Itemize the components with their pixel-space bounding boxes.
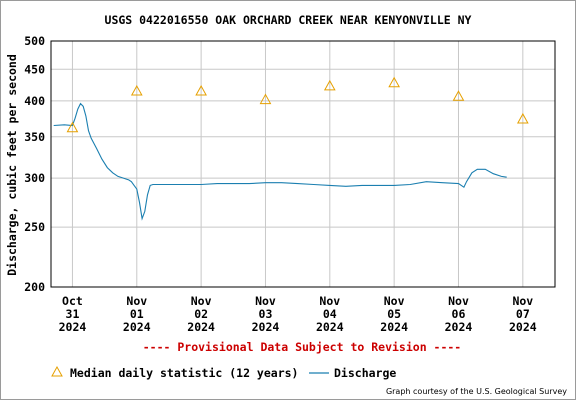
legend-median-triangle-icon [51,365,63,377]
median-point-marker [259,93,272,105]
legend: Median daily statistic (12 years) Discha… [51,365,396,380]
x-tick-label: Oct 31 2024 [59,294,87,334]
x-tick-labels: Oct 31 2024 Nov 01 2024 Nov 02 2024 Nov 03 2024 Nov 0… [59,294,537,334]
median-point-marker [452,90,465,101]
provisional-notice: ---- Provisional Data Subject to Revisio… [143,340,462,354]
discharge-series [53,102,507,221]
median-point-marker [516,112,529,124]
y-tick-label: 350 [24,130,45,144]
x-tick-label: Nov 01 2024 [123,294,151,334]
median-point-marker [66,121,79,133]
median-point-marker [195,84,207,96]
y-tick-labels: 200 250 300 350 400 450 500 [24,34,45,294]
x-tick-label: Nov 03 2024 [252,294,280,334]
y-tick-label: 500 [24,34,45,48]
median-series [66,76,529,133]
plot-border [50,40,556,288]
y-tick-label: 300 [24,171,45,185]
x-tick-label: Nov 06 2024 [445,294,473,334]
x-tick-label: Nov 04 2024 [316,294,344,334]
chart-title: USGS 0422016550 OAK ORCHARD CREEK NEAR K… [105,13,472,27]
y-tick-label: 200 [24,280,45,294]
credit-text: Graph courtesy of the U.S. Geological Su… [386,387,567,396]
x-tick-label: Nov 07 2024 [509,294,537,334]
legend-discharge-label: Discharge [334,366,396,380]
legend-median-label: Median daily statistic (12 years) [70,366,298,380]
y-tick-label: 450 [24,62,45,76]
median-point-marker [323,79,336,91]
y-tick-label: 400 [24,94,45,108]
x-tick-label: Nov 05 2024 [380,294,408,334]
y-tick-label: 250 [24,220,45,234]
x-tick-label: Nov 02 2024 [187,294,215,334]
median-point-marker [130,84,143,96]
grid-lines [51,41,555,287]
median-point-marker [388,76,400,88]
y-axis-label: Discharge, cubic feet per second [5,54,19,276]
discharge-line [53,102,507,221]
